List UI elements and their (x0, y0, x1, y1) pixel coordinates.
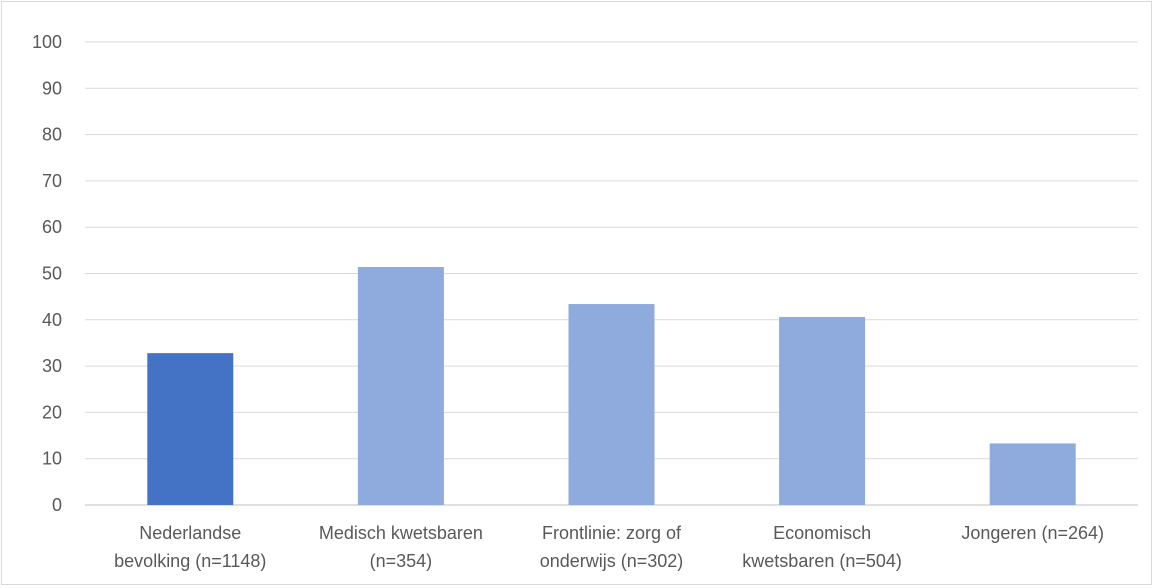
category-label-line: (n=354) (370, 551, 433, 571)
category-label-line: onderwijs (n=302) (540, 551, 684, 571)
y-tick-label: 50 (42, 264, 62, 284)
y-tick-label: 30 (42, 356, 62, 376)
y-tick-label: 20 (42, 402, 62, 422)
bar (989, 443, 1076, 505)
category-label-line: bevolking (n=1148) (114, 551, 266, 571)
bar (568, 304, 655, 505)
category-label-line: kwetsbaren (n=504) (742, 551, 902, 571)
y-tick-label: 90 (42, 78, 62, 98)
category-label: Nederlandse bevolking (n=1148) (114, 523, 266, 571)
y-tick-label: 0 (52, 495, 62, 515)
bar (779, 317, 866, 505)
category-label-line: Frontlinie: zorg of (542, 523, 682, 543)
bar (147, 353, 234, 505)
category-label: Medisch kwetsbaren (n=354) (319, 523, 483, 571)
y-tick-label: 70 (42, 171, 62, 191)
bar (357, 267, 444, 505)
category-label: Economisch kwetsbaren (n=504) (742, 523, 902, 571)
y-tick-label: 80 (42, 125, 62, 145)
y-tick-label: 40 (42, 310, 62, 330)
bars (147, 267, 1076, 505)
y-tick-label: 10 (42, 449, 62, 469)
category-label-line: Nederlandse (139, 523, 241, 543)
x-axis-labels: Nederlandse bevolking (n=1148) Medisch kwe… (114, 523, 1104, 571)
category-label-line: Medisch kwetsbaren (319, 523, 483, 543)
gridlines (85, 41, 1138, 506)
y-tick-label: 60 (42, 217, 62, 237)
category-label: Jongeren (n=264) (961, 523, 1104, 543)
y-tick-label: 100 (32, 32, 62, 52)
category-label-line: Jongeren (n=264) (961, 523, 1104, 543)
category-label: Frontlinie: zorg of onderwijs (n=302) (540, 523, 684, 571)
category-label-line: Economisch (773, 523, 871, 543)
y-axis-ticks: 0 10 20 30 40 50 60 70 80 90 100 (32, 32, 62, 515)
